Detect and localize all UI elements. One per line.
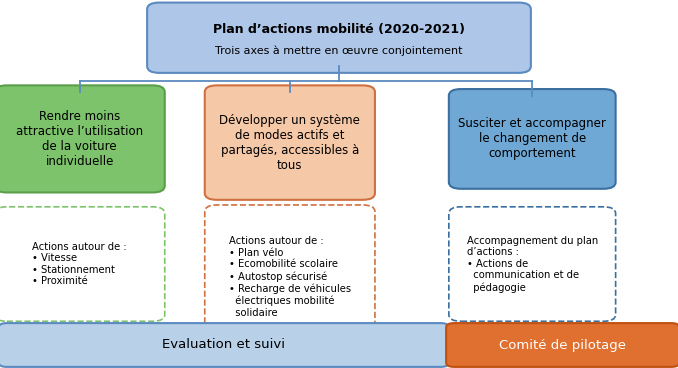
Text: Plan d’actions mobilité (2020-2021): Plan d’actions mobilité (2020-2021) [213,23,465,36]
FancyBboxPatch shape [0,323,449,367]
Text: Comité de pilotage: Comité de pilotage [499,339,626,351]
FancyBboxPatch shape [205,85,375,200]
Text: Trois axes à mettre en œuvre conjointement: Trois axes à mettre en œuvre conjointeme… [215,45,463,56]
Text: Evaluation et suivi: Evaluation et suivi [162,339,285,351]
Text: Accompagnement du plan
d’actions :
• Actions de
  communication et de
  pédagogi: Accompagnement du plan d’actions : • Act… [466,236,598,293]
Text: Actions autour de :
• Plan vélo
• Ecomobilité scolaire
• Autostop sécurisé
• Rec: Actions autour de : • Plan vélo • Ecomob… [228,236,351,318]
Text: Rendre moins
attractive l’utilisation
de la voiture
individuelle: Rendre moins attractive l’utilisation de… [16,110,143,168]
Text: Actions autour de :
• Vitesse
• Stationnement
• Proximité: Actions autour de : • Vitesse • Stationn… [33,242,127,286]
FancyBboxPatch shape [0,85,165,192]
Text: Susciter et accompagner
le changement de
comportement: Susciter et accompagner le changement de… [458,117,606,160]
FancyBboxPatch shape [449,89,616,189]
FancyBboxPatch shape [449,207,616,321]
FancyBboxPatch shape [205,205,375,349]
FancyBboxPatch shape [0,207,165,321]
FancyBboxPatch shape [147,3,531,73]
Text: Développer un système
de modes actifs et
partagés, accessibles à
tous: Développer un système de modes actifs et… [220,114,360,171]
FancyBboxPatch shape [446,323,678,367]
